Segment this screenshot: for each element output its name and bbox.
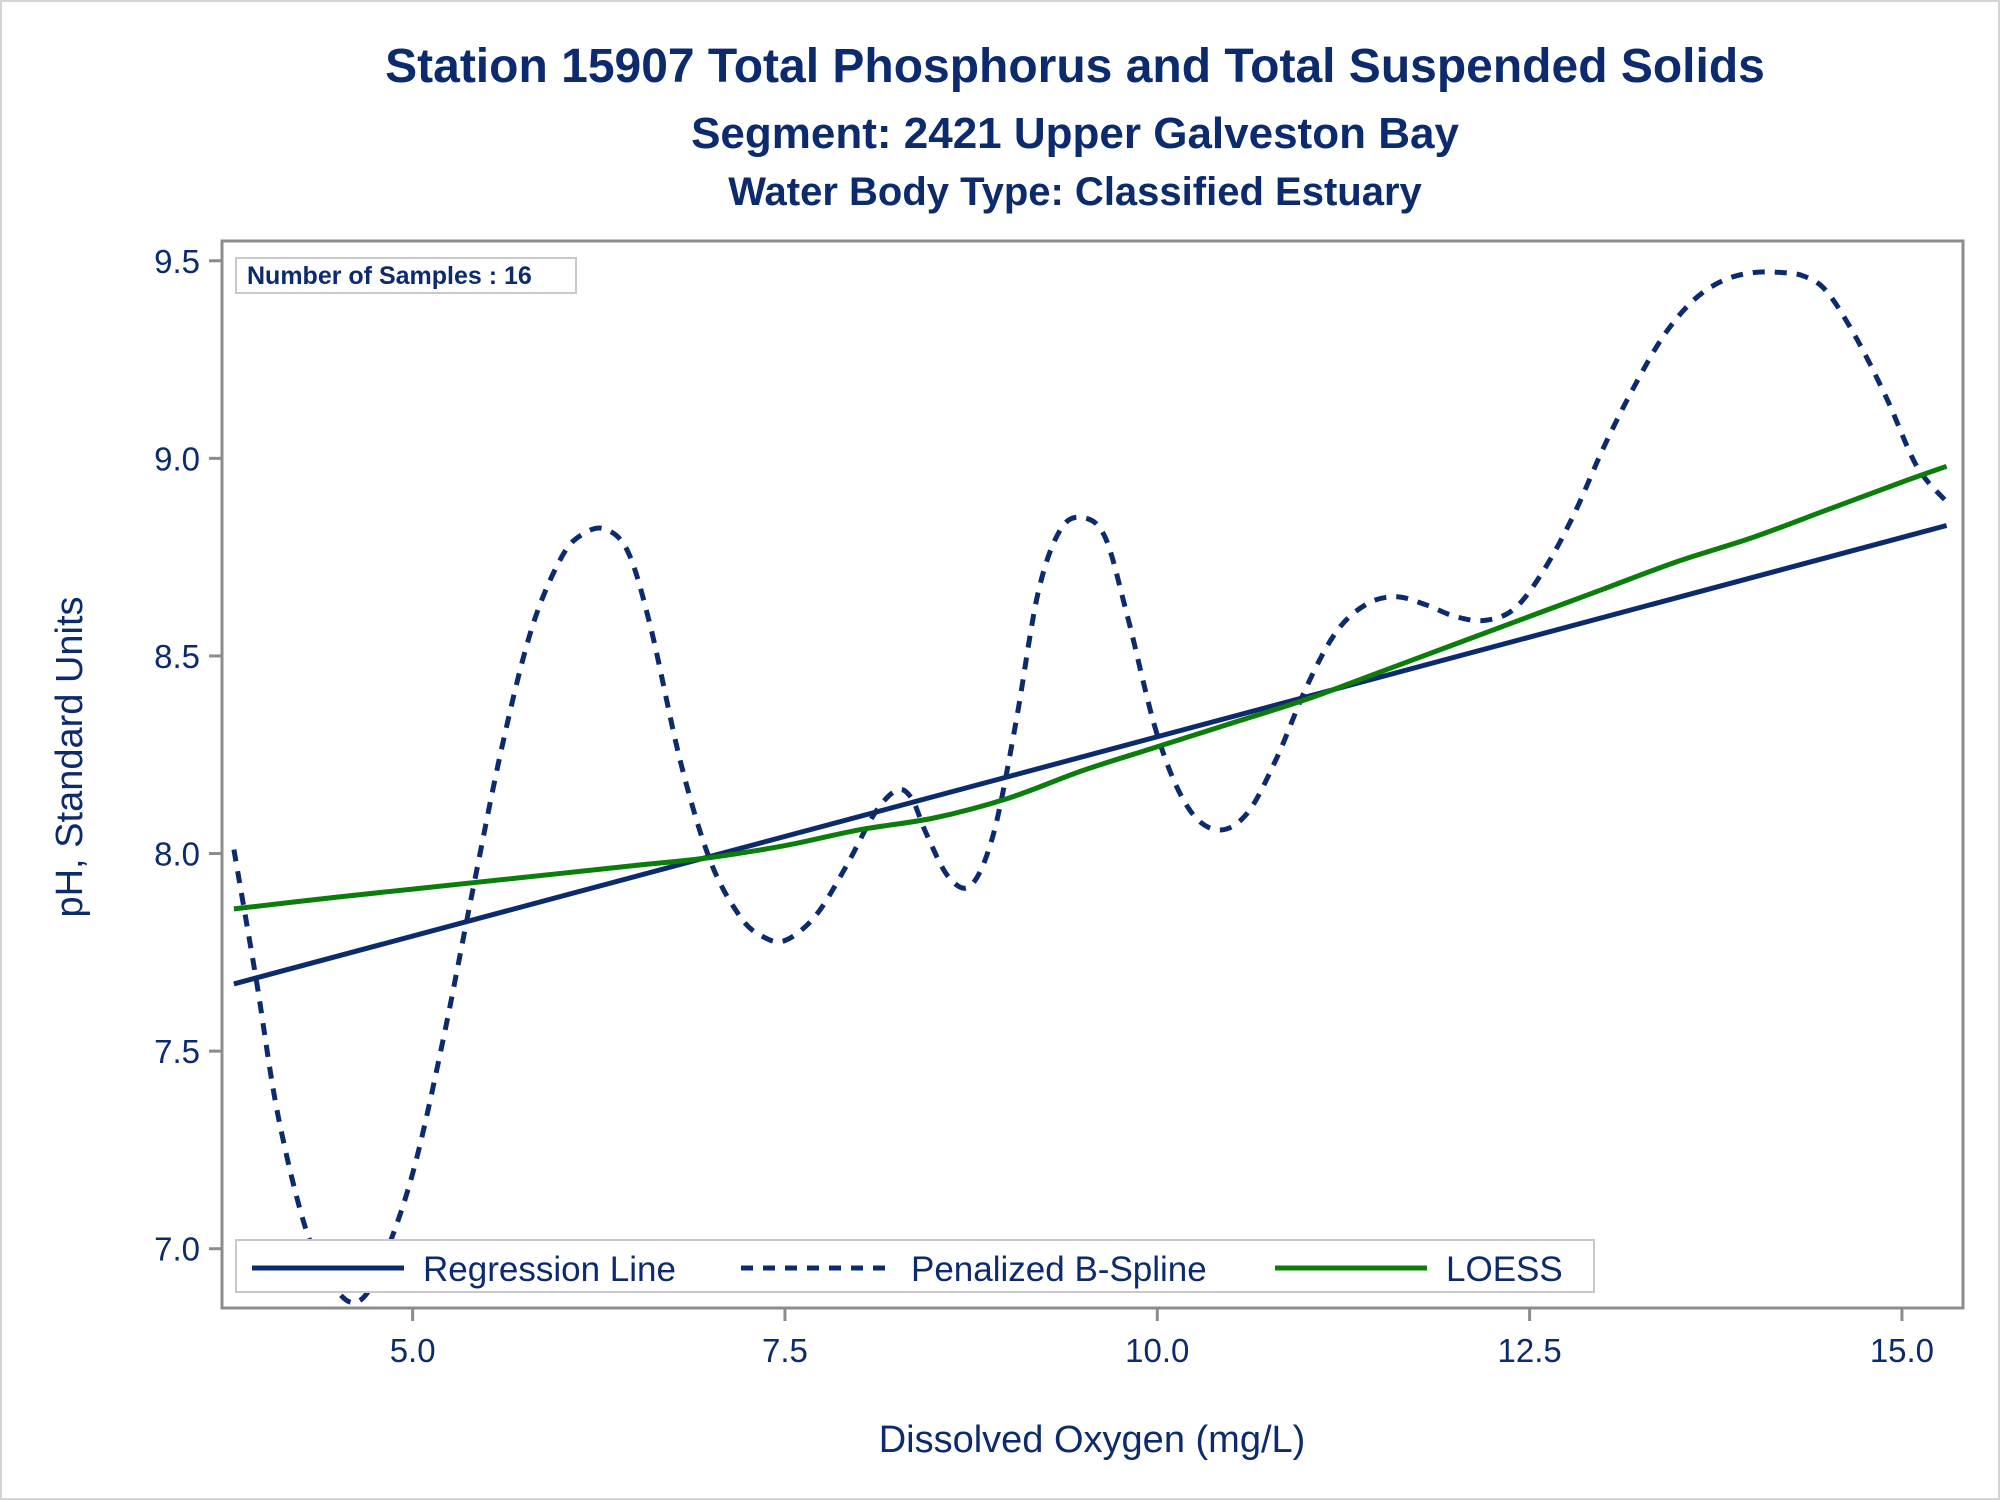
plot-area — [220, 239, 1965, 1310]
y-tick-label: 8.0 — [154, 836, 200, 873]
y-tick-label: 8.5 — [154, 638, 200, 675]
x-tick-label: 12.5 — [1497, 1332, 1561, 1369]
series-line-regression — [233, 523, 1948, 987]
y-tick-label: 7.5 — [154, 1033, 200, 1070]
y-axis: 7.0 7.5 8.0 8.5 9.0 9.5 — [154, 243, 222, 1268]
y-tick-label: 9.5 — [154, 243, 200, 280]
chart-title-line3: Water Body Type: Classified Estuary — [728, 170, 1422, 214]
x-axis: 5.0 7.5 10.0 12.5 15.0 — [390, 1308, 1934, 1369]
legend-label-regression: Regression Line — [423, 1250, 676, 1289]
x-tick-label: 10.0 — [1125, 1332, 1189, 1369]
sample-count-box: Number of Samples : 16 — [235, 257, 577, 294]
sample-count-label: Number of Samples : 16 — [247, 262, 532, 290]
y-tick-label: 7.0 — [154, 1231, 200, 1268]
chart-title-line1: Station 15907 Total Phosphorus and Total… — [385, 40, 1765, 93]
x-tick-label: 7.5 — [762, 1332, 808, 1369]
legend-label-spline: Penalized B-Spline — [911, 1250, 1207, 1289]
series-line-loess — [233, 463, 1948, 912]
x-tick-label: 15.0 — [1870, 1332, 1934, 1369]
chart-title-line2: Segment: 2421 Upper Galveston Bay — [691, 109, 1459, 158]
legend-label-loess: LOESS — [1446, 1250, 1563, 1289]
x-tick-label: 5.0 — [390, 1332, 436, 1369]
sample-count-frame — [235, 257, 577, 294]
legend: Regression Line Penalized B-Spline LOESS — [235, 1239, 1595, 1293]
series-line-penalized-b-spline — [231, 269, 1949, 1306]
series-layer — [231, 269, 1949, 1306]
x-axis-label: Dissolved Oxygen (mg/L) — [879, 1419, 1306, 1461]
y-axis-label: pH, Standard Units — [49, 596, 91, 917]
y-tick-label: 9.0 — [154, 440, 200, 477]
